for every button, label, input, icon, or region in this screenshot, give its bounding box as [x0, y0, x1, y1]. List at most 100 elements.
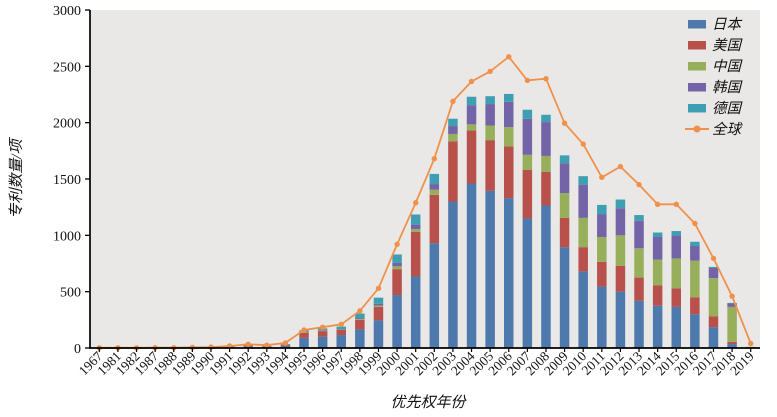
- global-marker-2018: [729, 293, 735, 299]
- legend-label-全球: 全球: [712, 121, 743, 138]
- bar-2008-美国: [541, 171, 551, 206]
- bar-2011-美国: [597, 261, 607, 287]
- bar-2018-德国: [727, 302, 737, 304]
- bar-1998-美国: [355, 319, 365, 330]
- bar-1999-德国: [373, 297, 384, 304]
- global-marker-2004: [468, 78, 475, 85]
- bar-2000-德国: [392, 254, 402, 263]
- global-marker-2002: [431, 156, 437, 162]
- bar-2000-日本: [392, 295, 402, 348]
- bar-2013-韩国: [634, 220, 644, 249]
- bar-2002-日本: [429, 243, 440, 348]
- bar-2014-日本: [652, 305, 663, 348]
- legend-item-美国: 美国: [688, 37, 743, 54]
- legend-item-日本: 日本: [688, 16, 742, 33]
- global-marker-1999: [375, 285, 382, 291]
- bar-2012-日本: [615, 291, 626, 348]
- bar-2002-韩国: [429, 184, 440, 190]
- legend-item-韩国: 韩国: [688, 79, 743, 96]
- legend-item-德国: 德国: [688, 100, 743, 117]
- global-marker-1994: [282, 340, 289, 346]
- bar-2008-德国: [541, 114, 551, 123]
- bar-2018-中国: [727, 306, 737, 342]
- bar-2017-日本: [708, 327, 719, 348]
- global-marker-2011: [599, 174, 605, 180]
- bar-1997-日本: [336, 335, 346, 348]
- legend-swatch-日本: [688, 20, 706, 29]
- bar-2014-中国: [652, 259, 663, 286]
- bar-2003-日本: [448, 201, 458, 348]
- bar-2004-德国: [466, 96, 477, 106]
- bar-2015-美国: [671, 288, 681, 307]
- bar-2011-德国: [597, 204, 607, 215]
- bar-1996-日本: [317, 336, 328, 348]
- bar-2012-韩国: [615, 208, 626, 236]
- bar-2012-中国: [615, 235, 626, 266]
- bar-1996-美国: [317, 331, 328, 337]
- bar-2011-日本: [597, 286, 607, 348]
- bar-2018-美国: [727, 341, 737, 345]
- bar-2012-美国: [615, 265, 626, 292]
- legend-label-韩国: 韩国: [712, 79, 743, 96]
- bar-2006-德国: [504, 93, 514, 102]
- bar-1998-中国: [355, 318, 365, 320]
- bar-2003-韩国: [448, 126, 458, 134]
- bar-1998-日本: [355, 329, 365, 348]
- y-tick-group: 0 500 1000 1500 2000 2500 3000: [53, 4, 90, 357]
- global-marker-2019: [748, 340, 754, 347]
- bar-1994-日本: [280, 345, 291, 348]
- bar-1998-德国: [355, 313, 365, 319]
- bar-2010-中国: [578, 217, 588, 248]
- bar-2004-韩国: [466, 105, 477, 125]
- bar-2010-德国: [578, 176, 588, 185]
- bar-2015-日本: [671, 306, 681, 348]
- bar-2000-韩国: [392, 262, 402, 267]
- bar-2016-中国: [690, 260, 700, 298]
- bar-2016-日本: [690, 314, 700, 348]
- bar-1998-韩国: [355, 318, 365, 319]
- global-marker-2014: [654, 201, 661, 207]
- global-marker-2015: [673, 201, 679, 207]
- bar-1999-美国: [373, 306, 384, 321]
- y-tick-label: 1500: [53, 173, 81, 188]
- bar-2003-中国: [448, 133, 458, 142]
- global-marker-2017: [710, 255, 717, 262]
- bar-2004-中国: [466, 124, 477, 131]
- y-tick-label: 2000: [53, 117, 81, 132]
- bar-2008-韩国: [541, 122, 551, 156]
- bar-2017-德国: [708, 266, 719, 269]
- global-marker-2003: [450, 98, 456, 105]
- y-tick-label: 2500: [53, 60, 81, 75]
- bar-2017-中国: [708, 278, 719, 317]
- global-marker-2010: [580, 141, 586, 147]
- global-marker-1995: [301, 327, 307, 333]
- x-axis-title: 优先权年份: [390, 394, 467, 411]
- y-tick-label: 500: [60, 286, 81, 301]
- bar-1999-韩国: [373, 303, 384, 306]
- global-marker-2000: [394, 241, 400, 247]
- bar-1997-美国: [336, 329, 346, 336]
- global-marker-2005: [487, 68, 493, 75]
- bar-2001-中国: [410, 229, 421, 232]
- bar-2010-美国: [578, 247, 588, 272]
- global-marker-2006: [506, 54, 512, 60]
- legend-label-德国: 德国: [712, 100, 743, 117]
- bar-1995-美国: [299, 332, 309, 338]
- global-marker-2007: [524, 77, 531, 84]
- bar-2001-德国: [410, 214, 421, 225]
- bar-2013-德国: [634, 215, 644, 221]
- bar-2008-中国: [541, 155, 551, 172]
- bar-2009-德国: [559, 155, 570, 164]
- bar-2016-韩国: [690, 246, 700, 261]
- y-tick-label: 3000: [53, 4, 81, 19]
- bar-2009-中国: [559, 193, 570, 218]
- bar-2012-德国: [615, 199, 626, 209]
- bar-2001-美国: [410, 231, 421, 277]
- global-marker-1996: [319, 324, 326, 330]
- y-tick-label: 1000: [53, 229, 81, 244]
- legend-label-中国: 中国: [712, 58, 743, 75]
- legend-item-全球: 全球: [685, 121, 743, 138]
- global-marker-1993: [264, 342, 270, 348]
- bar-2014-德国: [652, 232, 663, 238]
- bar-2014-韩国: [652, 237, 663, 260]
